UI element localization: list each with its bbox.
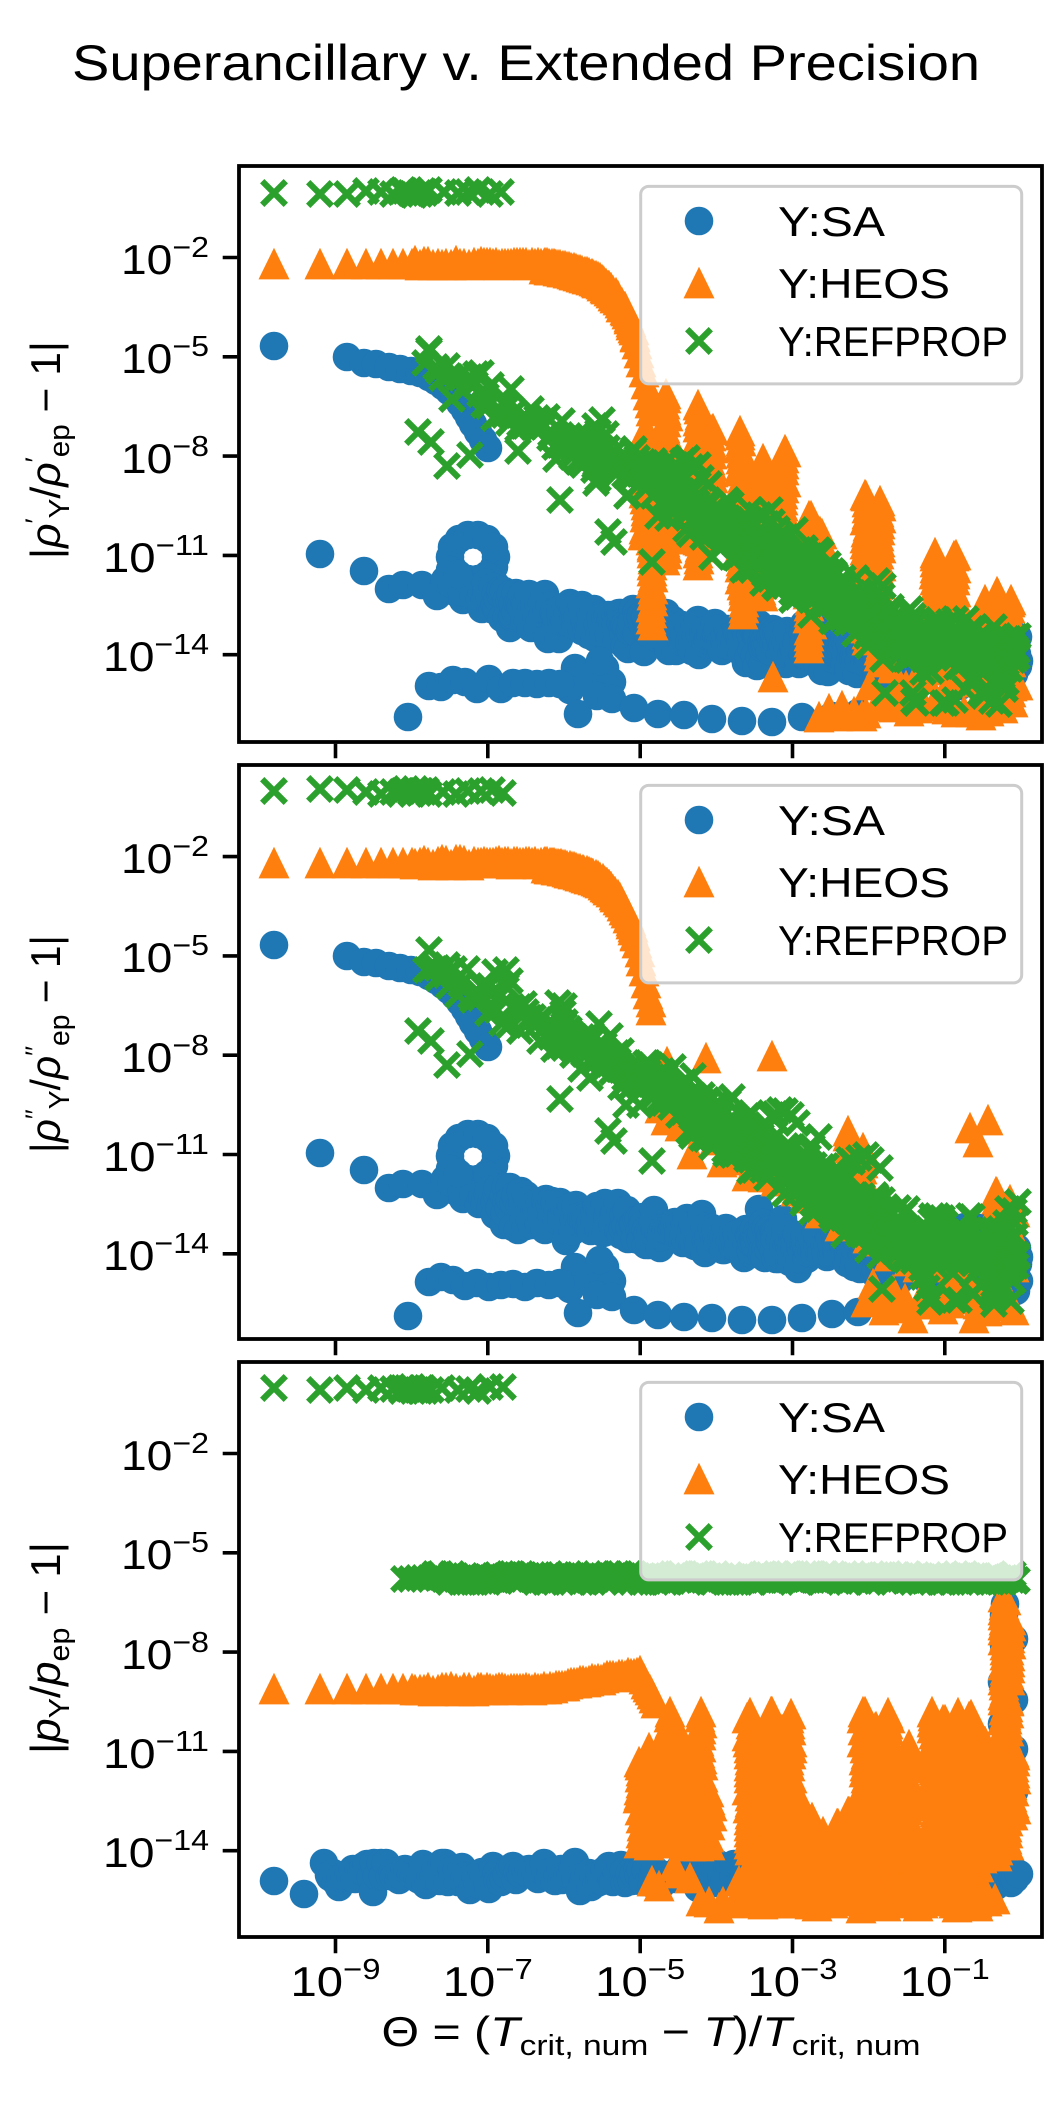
svg-text:|ρ′′Y/ρ′′ep − 1|: |ρ′′Y/ρ′′ep − 1| bbox=[20, 935, 76, 1153]
svg-text:Y:SA: Y:SA bbox=[778, 198, 885, 245]
svg-text:Y:HEOS: Y:HEOS bbox=[778, 859, 950, 906]
svg-text:Y:HEOS: Y:HEOS bbox=[778, 260, 950, 307]
svg-text:Y:REFPROP: Y:REFPROP bbox=[778, 917, 1008, 964]
svg-text:Y:SA: Y:SA bbox=[778, 797, 885, 844]
svg-text:10−8: 10 −8 bbox=[121, 1030, 209, 1081]
svg-text:Superancillary v. Extended Pre: Superancillary v. Extended Precision bbox=[72, 35, 980, 91]
svg-text:Y:REFPROP: Y:REFPROP bbox=[778, 318, 1008, 365]
svg-text:10−5: 10 −5 bbox=[595, 1954, 685, 2005]
svg-text:|ρ′Y/ρ′ep − 1|: |ρ′Y/ρ′ep − 1| bbox=[20, 341, 76, 559]
svg-text:Y:HEOS: Y:HEOS bbox=[778, 1456, 950, 1503]
svg-text:Y:REFPROP: Y:REFPROP bbox=[778, 1514, 1008, 1561]
svg-text:Y:SA: Y:SA bbox=[778, 1394, 885, 1441]
svg-text:10−2: 10 −2 bbox=[121, 831, 209, 882]
svg-text:10−7: 10 −7 bbox=[443, 1954, 533, 2005]
